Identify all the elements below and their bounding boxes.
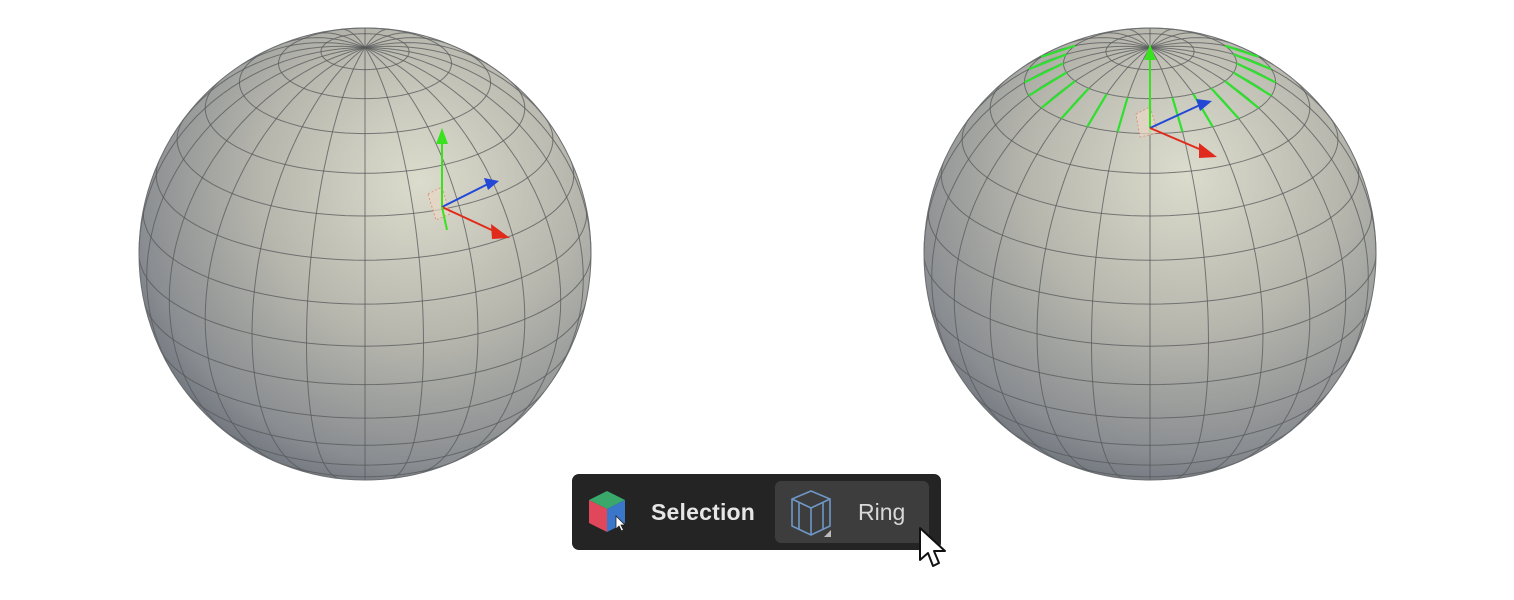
ring-tool-button[interactable]: Ring bbox=[775, 481, 929, 543]
selected-edge[interactable] bbox=[1028, 53, 1067, 71]
transform-gizmo-left[interactable] bbox=[427, 128, 510, 239]
z-axis-arrow[interactable] bbox=[441, 183, 489, 208]
y-axis-arrow-head bbox=[436, 128, 448, 144]
selected-edge[interactable] bbox=[1236, 62, 1277, 84]
selected-edge[interactable] bbox=[1233, 53, 1272, 71]
x-axis-arrow[interactable] bbox=[441, 206, 497, 233]
selected-edge[interactable] bbox=[1116, 97, 1129, 133]
x-axis-arrow-head bbox=[1199, 143, 1217, 158]
selection-cube-icon[interactable] bbox=[585, 488, 629, 536]
selected-edge[interactable] bbox=[1028, 71, 1068, 97]
selected-edge[interactable] bbox=[1023, 62, 1064, 84]
selection-toolbar: Selection Ring bbox=[572, 474, 941, 550]
edge-ring-icon bbox=[791, 490, 831, 537]
selected-edge[interactable] bbox=[1224, 44, 1260, 58]
mouse-cursor-icon bbox=[919, 527, 946, 567]
z-axis-arrow-head bbox=[484, 178, 499, 190]
selected-edge[interactable] bbox=[1224, 80, 1260, 109]
selected-edge[interactable] bbox=[1232, 71, 1272, 97]
selected-edge[interactable] bbox=[1040, 80, 1076, 109]
selected-edge[interactable] bbox=[1060, 87, 1090, 120]
selected-edge[interactable] bbox=[1210, 87, 1240, 120]
selected-edge-ring bbox=[1023, 44, 1277, 134]
selection-mode-label: Selection bbox=[651, 499, 756, 525]
transform-gizmo-right[interactable] bbox=[1135, 44, 1217, 158]
selected-edge[interactable] bbox=[1040, 44, 1076, 58]
y-axis-arrow-head bbox=[1144, 44, 1156, 60]
x-axis-arrow[interactable] bbox=[1149, 127, 1205, 152]
z-axis-arrow-head bbox=[1196, 99, 1212, 111]
sphere-left[interactable] bbox=[138, 27, 592, 481]
x-axis-arrow-head bbox=[491, 224, 510, 239]
z-axis-arrow[interactable] bbox=[1149, 104, 1201, 129]
ring-tool-label: Ring bbox=[858, 499, 906, 525]
selected-edge[interactable] bbox=[1086, 93, 1108, 128]
